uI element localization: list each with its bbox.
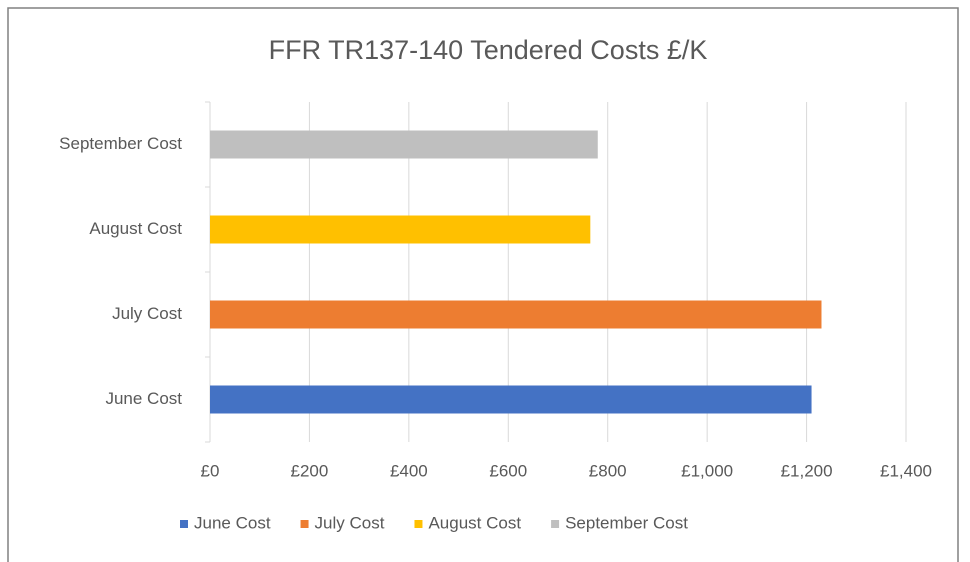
x-tick-label: £200 — [291, 461, 329, 480]
legend-label: September Cost — [565, 513, 688, 532]
bar — [210, 385, 812, 414]
legend-label: July Cost — [315, 513, 385, 532]
chart-frame — [7, 7, 959, 562]
legend-swatch — [300, 520, 309, 528]
x-tick-label: £400 — [390, 461, 428, 480]
y-tick-label: June Cost — [105, 389, 182, 408]
bar — [210, 215, 591, 244]
legend-label: August Cost — [428, 513, 521, 532]
y-tick-label: August Cost — [89, 219, 182, 238]
legend-label: June Cost — [194, 513, 271, 532]
y-tick-label: July Cost — [112, 304, 182, 323]
x-tick-label: £1,400 — [880, 461, 932, 480]
bar — [210, 130, 598, 159]
legend-swatch — [414, 520, 423, 528]
bar — [210, 300, 822, 329]
x-tick-label: £1,200 — [781, 461, 833, 480]
x-tick-label: £0 — [201, 461, 220, 480]
x-tick-label: £800 — [589, 461, 627, 480]
chart-title: FFR TR137-140 Tendered Costs £/K — [269, 35, 708, 65]
x-tick-label: £600 — [489, 461, 527, 480]
x-tick-label: £1,000 — [681, 461, 733, 480]
legend-swatch — [551, 520, 560, 528]
legend-swatch — [180, 520, 188, 528]
y-tick-label: September Cost — [59, 134, 182, 153]
